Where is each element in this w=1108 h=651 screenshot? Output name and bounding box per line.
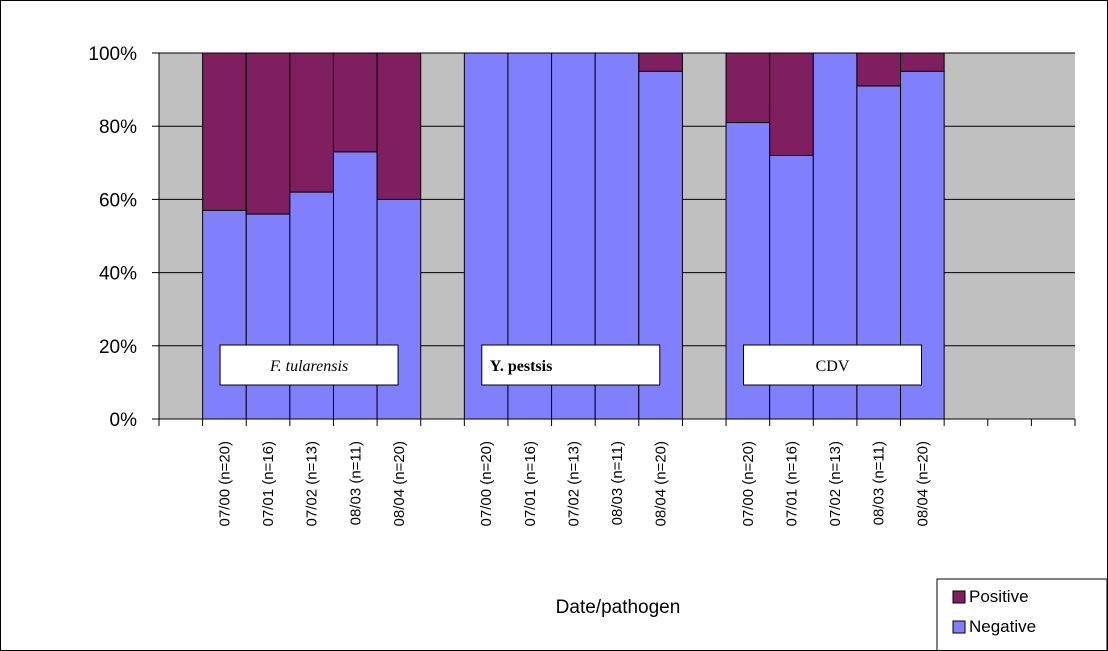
y-tick-label: 0% (110, 410, 138, 431)
x-tick-label: 08/04 (n=20) (914, 441, 931, 526)
x-tick-label: 08/04 (n=20) (653, 441, 670, 526)
group-label-box (219, 344, 399, 386)
group-label-box (742, 344, 922, 386)
legend-swatch (952, 590, 966, 604)
legend-label: Positive (969, 587, 1029, 606)
group-label: CDV (816, 358, 850, 375)
x-tick-labels: 07/00 (n=20) 07/01 (n=16) 07/02 (n=13) 08/0… (216, 441, 931, 526)
group-label-box (481, 344, 661, 386)
x-tick-label: 07/01 (n=16) (783, 441, 800, 526)
legend-label: Negative (969, 617, 1036, 636)
y-tick-label: 80% (99, 117, 137, 138)
x-tick-label: 07/00 (n=20) (216, 441, 233, 526)
x-tick-label: 07/02 (n=13) (304, 441, 321, 526)
group-label: F. tularensis (269, 358, 348, 375)
axes (152, 52, 1076, 426)
x-tick-label: 07/01 (n=16) (522, 441, 539, 526)
x-tick-label: 08/03 (n=11) (871, 441, 888, 525)
x-tick-label: 07/00 (n=20) (740, 441, 757, 526)
bar-positive (856, 52, 902, 87)
x-tick-label: 07/02 (n=13) (565, 441, 582, 526)
bar-negative (376, 198, 422, 420)
bar-positive (332, 52, 378, 153)
legend-swatch (952, 620, 966, 634)
group-label: Y. pestsis (490, 358, 553, 375)
y-tick-labels: 0% 20% 40% 60% 80% 100% (88, 44, 137, 431)
bar-positive (289, 52, 334, 193)
x-axis-title: Date/pathogen (556, 597, 681, 618)
y-tick-label: 40% (99, 264, 137, 285)
group-labels: F. tularensis Y. pestsis CDV (219, 344, 922, 386)
legend: Positive Negative (936, 578, 1107, 650)
bar-positive (202, 52, 247, 211)
x-tick-label: 08/03 (n=11) (609, 441, 626, 525)
y-tick-label: 60% (99, 190, 137, 211)
x-tick-label: 07/02 (n=13) (827, 441, 844, 526)
bar-positive (725, 52, 771, 124)
bar-positive (769, 52, 814, 156)
x-tick-label: 08/03 (n=11) (347, 441, 364, 525)
bar-positive (638, 52, 683, 72)
x-tick-label: 07/01 (n=16) (260, 441, 277, 526)
x-tick-label: 08/04 (n=20) (391, 441, 408, 526)
bar-positive (376, 52, 422, 200)
x-tick-label: 07/00 (n=20) (478, 441, 495, 526)
bar-positive (900, 52, 945, 72)
bar-negative (202, 209, 247, 420)
y-tick-label: 20% (99, 337, 137, 358)
y-tick-label: 100% (88, 44, 137, 65)
bar-negative (245, 213, 291, 420)
bar-positive (245, 52, 291, 215)
